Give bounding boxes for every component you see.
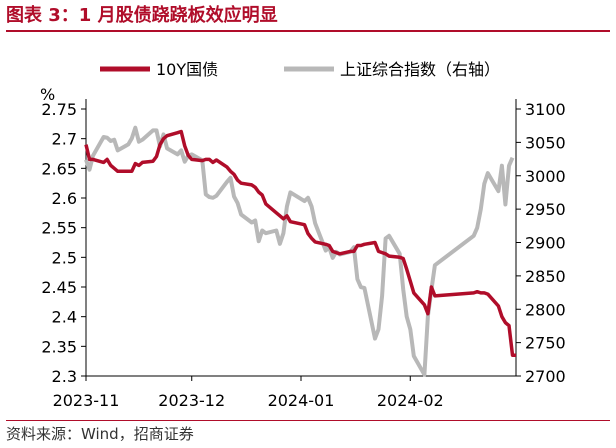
source-note: 资料来源：Wind，招商证券: [6, 420, 610, 446]
plot-lines: [84, 125, 516, 377]
left-tick-label: 2.35: [41, 337, 77, 356]
x-tick-label: 2023-11: [53, 391, 120, 410]
x-tick-label: 2024-02: [377, 391, 444, 410]
legend: 10Y国债 上证综合指数（右轴）: [100, 60, 500, 79]
left-tick-label: 2.75: [41, 100, 77, 119]
right-tick-label: 2750: [525, 334, 566, 353]
left-tick-label: 2.65: [41, 159, 77, 178]
right-tick-label: 3100: [525, 100, 566, 119]
axes: 2.75 2.7 2.65 2.6 2.55 2.5 2.45 2.4 2.35 2.3 3100 3…: [41, 99, 566, 410]
left-tick-label: 2.3: [52, 367, 77, 386]
right-tick-label: 2700: [525, 367, 566, 386]
legend-label-bond: 10Y国债: [156, 60, 218, 79]
right-tick-label: 2850: [525, 267, 566, 286]
x-tick-label: 2023-12: [158, 391, 225, 410]
left-tick-label: 2.5: [52, 248, 77, 267]
series-line-index: [84, 125, 515, 377]
left-tick-label: 2.6: [52, 189, 77, 208]
left-axis-unit: %: [40, 85, 55, 104]
chart-title: 图表 3：1 月股债跷跷板效应明显: [6, 2, 610, 32]
left-tick-label: 2.55: [41, 219, 77, 238]
right-tick-label: 3050: [525, 133, 566, 152]
right-tick-label: 3000: [525, 167, 566, 186]
x-tick-label: 2024-01: [268, 391, 335, 410]
legend-label-index: 上证综合指数（右轴）: [340, 60, 500, 79]
right-tick-label: 2800: [525, 300, 566, 319]
left-tick-label: 2.45: [41, 278, 77, 297]
right-tick-label: 2900: [525, 234, 566, 253]
right-tick-label: 2950: [525, 200, 566, 219]
series-line-bond: [84, 129, 516, 357]
left-tick-label: 2.7: [52, 130, 77, 149]
left-tick-label: 2.4: [52, 308, 77, 327]
